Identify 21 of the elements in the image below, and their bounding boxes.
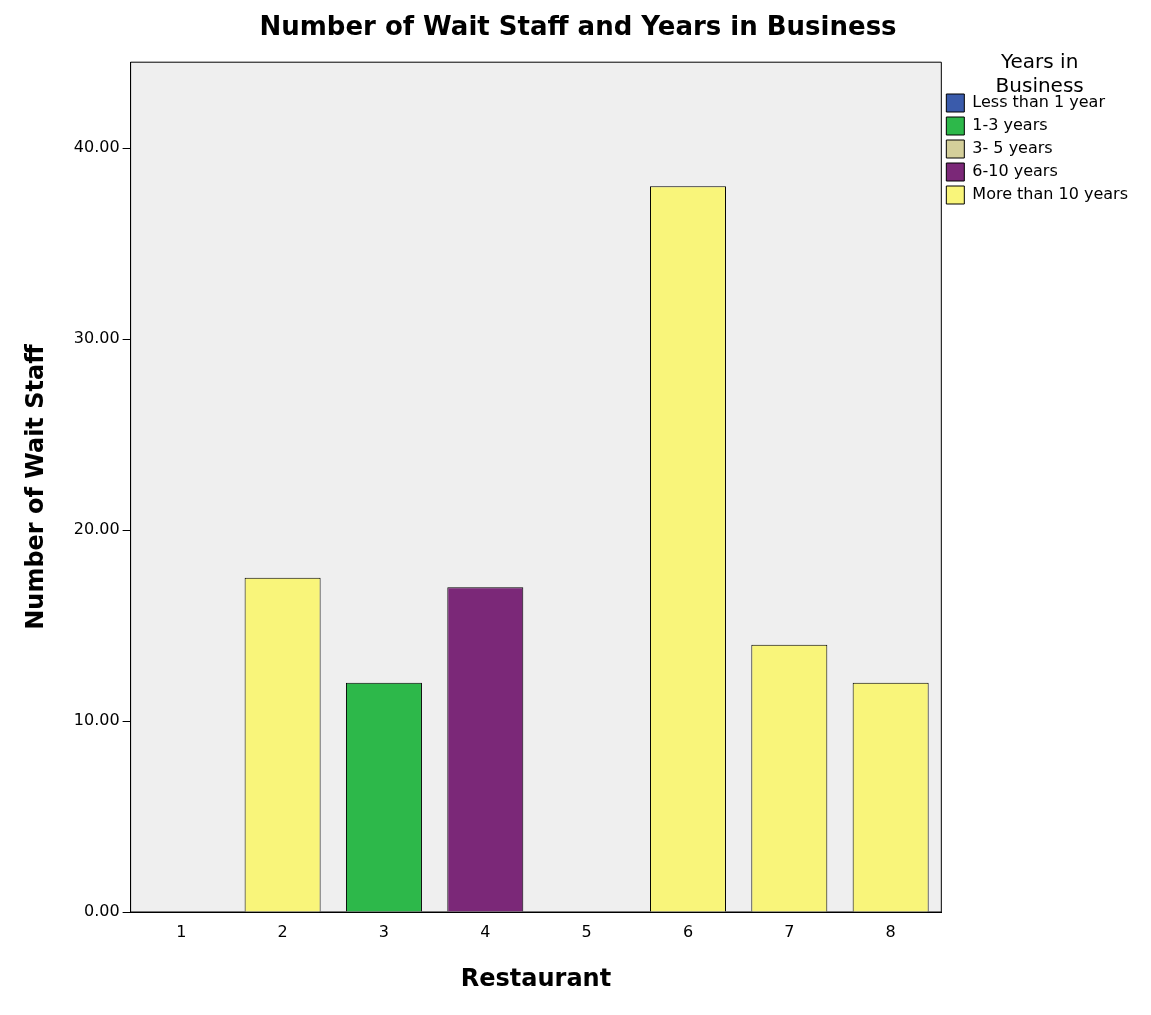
y-tick-label: 0.00 bbox=[83, 901, 120, 921]
y-tick-label: 20.00 bbox=[73, 519, 120, 539]
y-tick-label: 10.00 bbox=[73, 710, 120, 730]
legend-label: 3- 5 years bbox=[972, 138, 1053, 158]
y-tick-label: 30.00 bbox=[73, 328, 120, 348]
chart-title: Number of Wait Staff and Years in Business bbox=[259, 11, 897, 42]
legend-label: Less than 1 year bbox=[972, 92, 1106, 112]
x-tick-label: 4 bbox=[480, 921, 491, 941]
legend-label: 6-10 years bbox=[972, 161, 1058, 181]
x-tick-label: 7 bbox=[784, 921, 795, 941]
x-tick-label: 8 bbox=[885, 921, 896, 941]
x-tick-label: 6 bbox=[682, 921, 694, 941]
legend-label: More than 10 years bbox=[972, 184, 1128, 204]
legend-label: 1-3 years bbox=[972, 115, 1048, 135]
x-tick-label: 3 bbox=[378, 921, 390, 941]
x-tick-label: 1 bbox=[176, 921, 187, 941]
x-tick-label: 5 bbox=[581, 921, 592, 941]
x-tick-label: 2 bbox=[277, 921, 288, 941]
y-axis-title: Number of Wait Staff bbox=[20, 343, 49, 630]
y-tick-label: 40.00 bbox=[73, 137, 120, 157]
x-axis-title: Restaurant bbox=[460, 963, 612, 992]
